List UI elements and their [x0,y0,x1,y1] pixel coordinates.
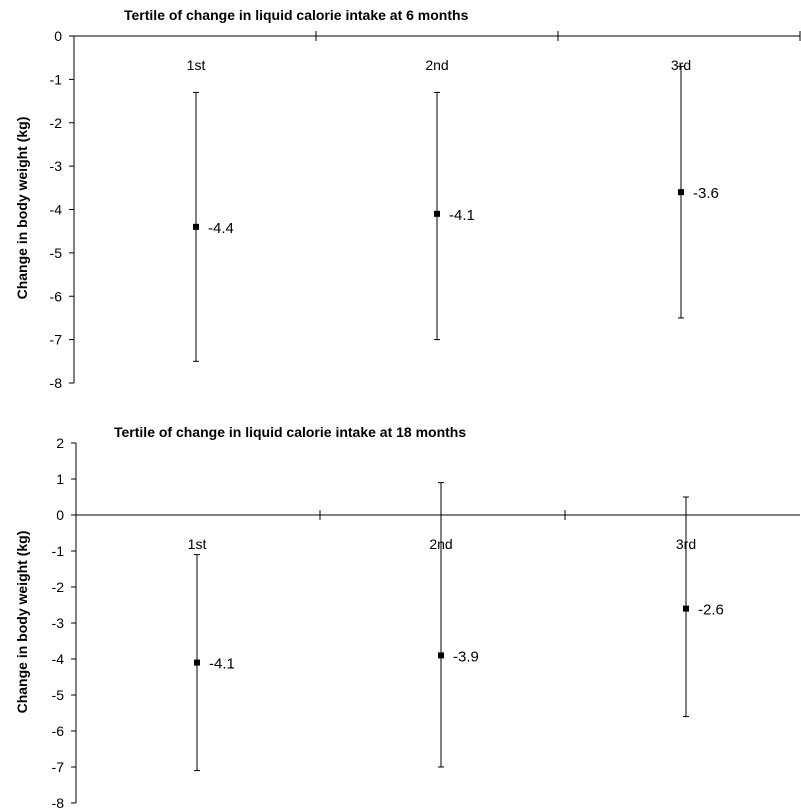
chart-panel-6-months: 0 -1 -2 -3 -4 -5 -6 -7 -8 1st -4.4 2nd -4.1 3rd -3.6 [50,28,801,391]
y-tick-label: 0 [56,507,64,523]
y-tick-label: -1 [52,543,65,559]
data-point [434,210,440,217]
y-tick-label: -5 [50,245,63,261]
data-point [194,659,200,666]
data-point [678,189,684,196]
data-value-label: -3.6 [693,185,719,202]
y-tick-label: -6 [50,288,63,304]
y-tick-label: 0 [54,28,62,44]
data-point [193,223,199,230]
y-tick-label: -4 [52,651,65,667]
y-tick-label: 1 [56,471,64,487]
category-label: 3rd [671,57,691,73]
data-point [438,652,444,659]
y-axis-label-18-months: Change in body weight (kg) [14,531,30,714]
data-value-label: -4.1 [209,656,235,673]
data-value-label: -2.6 [698,602,724,619]
y-tick-label: -8 [52,795,65,809]
y-tick-label: -3 [52,615,65,631]
y-tick-label: -7 [50,332,63,348]
data-value-label: -4.4 [208,220,234,237]
data-value-label: -4.1 [449,207,475,224]
y-tick-label: -1 [50,71,63,87]
y-tick-label: -3 [50,158,63,174]
y-tick-label: -7 [52,759,65,775]
y-tick-label: -6 [52,723,65,739]
category-label: 1st [188,536,207,552]
data-value-label: -3.9 [453,648,479,665]
y-axis-label-6-months: Change in body weight (kg) [14,117,30,300]
y-tick-label: -2 [50,115,63,131]
y-tick-label: -2 [52,579,65,595]
data-point [683,605,689,612]
y-tick-label: 2 [56,435,64,451]
chart-title-18-months: Tertile of change in liquid calorie inta… [114,424,466,440]
category-label: 1st [187,57,206,73]
y-tick-label: -5 [52,687,65,703]
y-tick-label: -4 [50,202,63,218]
chart-title-6-months: Tertile of change in liquid calorie inta… [124,7,469,23]
y-tick-label: -8 [50,375,63,391]
category-label: 2nd [425,57,448,73]
